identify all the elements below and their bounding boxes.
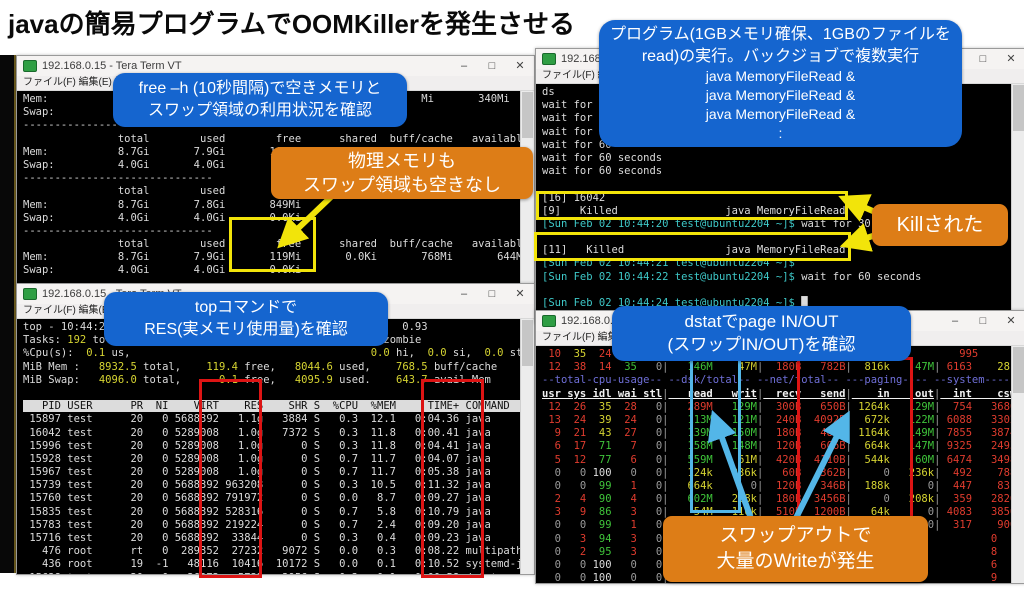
maximize-button[interactable]: □ [979,53,987,65]
highlight-box-killed-2 [534,232,851,261]
teraterm-icon [542,53,556,65]
scrollbar[interactable] [1011,84,1024,323]
callout-swap-note: スワップアウトで 大量のWriteが発生 [663,516,928,582]
background-window-sliver [0,55,16,573]
close-button[interactable]: ✕ [1006,53,1016,65]
maximize-button[interactable]: □ [488,60,496,72]
callout-dstat-note: dstatでpage IN/OUT (スワップIN/OUT)を確認 [612,306,911,361]
minimize-button[interactable]: – [460,288,468,300]
teraterm-icon [23,60,37,72]
highlight-box-command-column [421,379,484,578]
maximize-button[interactable]: □ [488,288,496,300]
callout-top-note: topコマンドで RES(実メモリ使用量)を確認 [104,292,388,346]
callout-program-note: プログラム(1GBメモリ確保、1GBのファイルを read)の実行。バックジョブ… [599,20,962,147]
minimize-button[interactable]: – [460,60,468,72]
callout-killed-note: Killされた [872,204,1008,246]
window-titlebar[interactable]: 192.168.0.15 - Tera Term VT – □ ✕ [17,56,534,76]
maximize-button[interactable]: □ [979,315,987,327]
highlight-box-killed-1 [536,191,848,220]
minimize-button[interactable]: – [951,315,959,327]
scrollbar[interactable] [520,319,534,574]
teraterm-icon [23,288,37,300]
highlight-box-free-column [229,217,316,272]
close-button[interactable]: ✕ [515,288,525,300]
page-title: javaの簡易プログラムでOOMKillerを発生させる [8,9,575,39]
teraterm-icon [542,315,556,327]
callout-phys-note: 物理メモリも スワップ領域も空きなし [271,147,533,199]
highlight-box-paging-columns [797,357,913,519]
close-button[interactable]: ✕ [515,60,525,72]
scrollbar[interactable] [1011,346,1024,583]
highlight-box-res-column [199,379,262,578]
highlight-box-writ-column [690,357,741,513]
window-title: 192.168.0.15 - Tera Term VT [42,60,182,72]
close-button[interactable]: ✕ [1006,315,1016,327]
callout-free-note: free –h (10秒間隔)で空きメモリと スワップ領域の利用状況を確認 [113,73,407,127]
